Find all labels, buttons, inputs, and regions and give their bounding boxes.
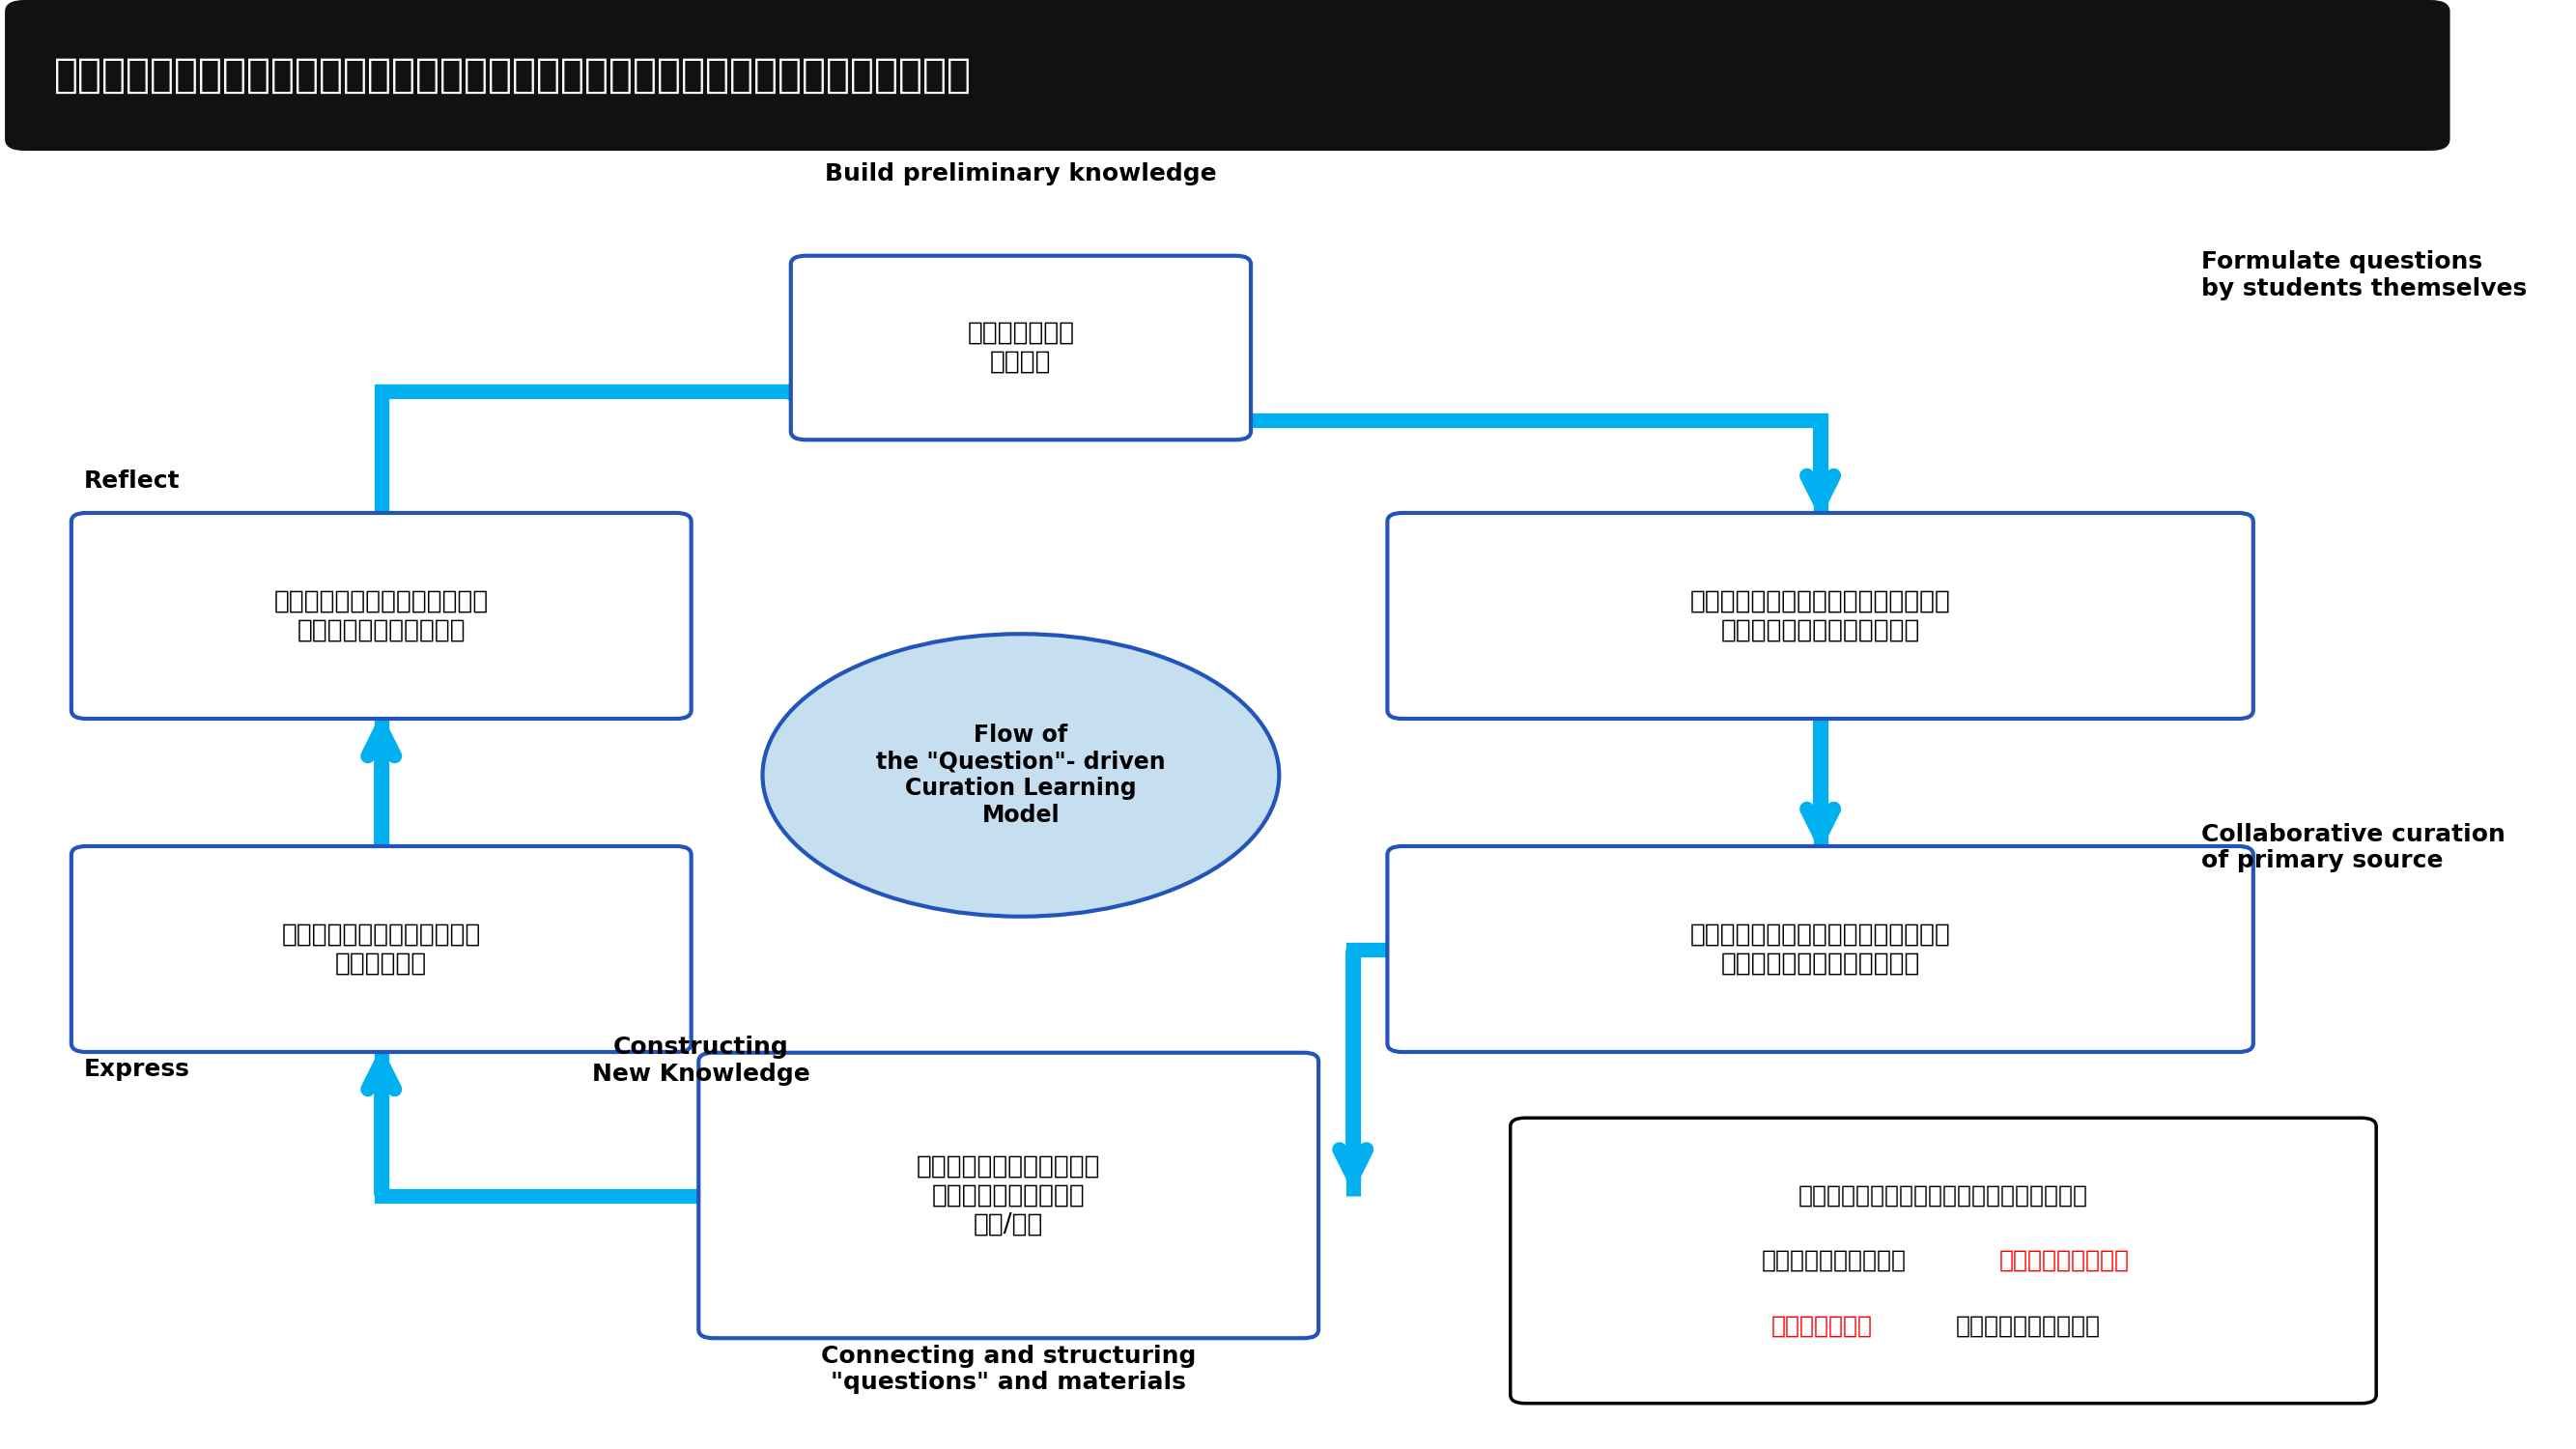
Text: （ｖｉ）ルーブリックを用いて
自己評価・振り返り学習: （ｖｉ）ルーブリックを用いて 自己評価・振り返り学習 xyxy=(273,588,489,643)
FancyBboxPatch shape xyxy=(1388,846,2254,1052)
FancyBboxPatch shape xyxy=(72,846,690,1052)
Text: （ｉｉｉ）分野横断型統合ポータルを
活用した協働キュレーション: （ｉｉｉ）分野横断型統合ポータルを 活用した協働キュレーション xyxy=(1690,922,1950,977)
Text: の日常的な活用: の日常的な活用 xyxy=(1772,1314,1873,1337)
Text: Constructing
New Knowledge: Constructing New Knowledge xyxy=(592,1036,809,1085)
Text: による探究学習を実現: による探究学習を実現 xyxy=(1955,1314,2099,1337)
Text: （ｉ）従来型の
講義授業: （ｉ）従来型の 講義授業 xyxy=(966,320,1074,375)
Text: （ｉｉ）講義型授業と教科書をもとに
単元ごとに「問い」を立てる: （ｉｉ）講義型授業と教科書をもとに 単元ごとに「問い」を立てる xyxy=(1690,588,1950,643)
Text: Build preliminary knowledge: Build preliminary knowledge xyxy=(824,162,1216,185)
FancyBboxPatch shape xyxy=(5,0,2450,151)
Text: Collaborative curation
of primary source: Collaborative curation of primary source xyxy=(2202,823,2506,872)
FancyBboxPatch shape xyxy=(1510,1119,2375,1403)
Text: Reflect: Reflect xyxy=(82,469,180,493)
Text: Connecting and structuring
"questions" and materials: Connecting and structuring "questions" a… xyxy=(822,1345,1195,1394)
Text: Express: Express xyxy=(82,1058,191,1081)
Text: Formulate questions
by students themselves: Formulate questions by students themselv… xyxy=(2202,251,2527,300)
FancyBboxPatch shape xyxy=(1388,513,2254,719)
Text: Flow of
the "Question"- driven
Curation Learning
Model: Flow of the "Question"- driven Curation … xyxy=(876,723,1164,827)
Ellipse shape xyxy=(762,635,1280,917)
Text: （ｖ）キュレーション結果を
班ごとに発表: （ｖ）キュレーション結果を 班ごとに発表 xyxy=(281,922,482,977)
FancyBboxPatch shape xyxy=(698,1052,1319,1339)
Text: （ｉｖ）資料と接続させた
「問い」を構造化し、
議論/考察: （ｉｖ）資料と接続させた 「問い」を構造化し、 議論/考察 xyxy=(917,1153,1100,1237)
FancyBboxPatch shape xyxy=(791,255,1252,440)
Text: 児童生徒の「問い」と資料を接続・構造化するカリキュラムに則した探究学習モデル: 児童生徒の「問い」と資料を接続・構造化するカリキュラムに則した探究学習モデル xyxy=(54,55,971,96)
Text: カリキュラムに則した: カリキュラムに則した xyxy=(1762,1249,1906,1272)
FancyBboxPatch shape xyxy=(72,513,690,719)
Text: 従来の授業スタイルや教科書も活かしつつ、: 従来の授業スタイルや教科書も活かしつつ、 xyxy=(1798,1184,2089,1207)
Text: デジタルアーカイブ: デジタルアーカイブ xyxy=(1999,1249,2130,1272)
